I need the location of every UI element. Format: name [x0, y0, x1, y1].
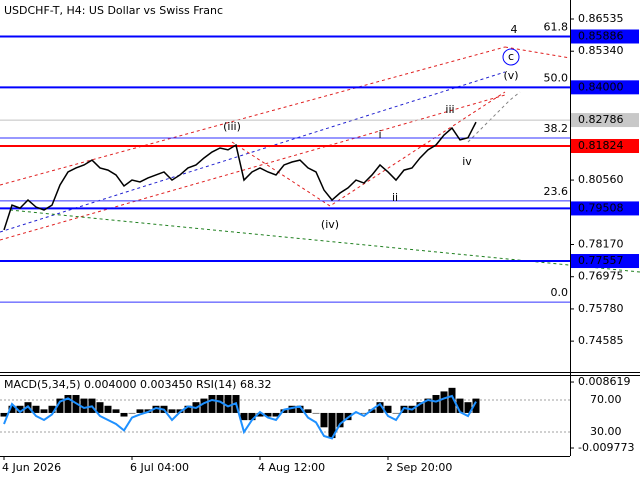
macd-bar: [40, 409, 48, 413]
macd-bar: [432, 395, 440, 413]
wave-path: [467, 91, 521, 143]
y2-tick-label: 30.00: [590, 425, 622, 438]
x-tick-label: 6 Jul 04:00: [130, 461, 189, 474]
level-label: 0.85886: [578, 29, 624, 42]
macd-bar: [328, 412, 336, 439]
macd-bar: [104, 405, 112, 413]
macd-bar: [56, 398, 64, 413]
fib-label: 38.2: [544, 122, 569, 135]
wave-label: iv: [462, 155, 472, 168]
y-tick-label: 0.008619: [578, 375, 631, 388]
y-tick-label: 0.74585: [578, 334, 624, 347]
level-label: 0.81824: [578, 139, 624, 152]
macd-bar: [112, 409, 120, 413]
macd-bar: [424, 398, 432, 413]
level-box: [571, 29, 639, 44]
y-tick-label: 0.85340: [578, 44, 624, 57]
y2-tick-label: 70.00: [590, 393, 622, 406]
macd-bar: [16, 405, 24, 413]
macd-bar: [184, 405, 192, 413]
macd-bar: [360, 412, 368, 414]
wave-label: (iv): [321, 218, 339, 231]
x-tick-label: 4 Aug 12:00: [258, 461, 325, 474]
macd-bar: [416, 402, 424, 413]
x-tick-label: 2 Sep 20:00: [386, 461, 452, 474]
wave-label: iii: [445, 103, 454, 116]
current-price-label: 0.82786: [578, 113, 624, 126]
fib-label: 61.8: [544, 20, 569, 33]
macd-bar: [320, 412, 328, 428]
level-box: [571, 80, 639, 95]
macd-bar: [200, 398, 208, 413]
macd-bar: [272, 412, 280, 417]
current-price-box: [571, 113, 639, 128]
indicator-title: MACD(5,34,5) 0.004000 0.003450 RSI(14) 6…: [4, 378, 271, 391]
fib-label: 0.0: [551, 286, 569, 299]
wave-label: c: [508, 50, 514, 63]
macd-bar: [136, 409, 144, 413]
macd-bar: [296, 405, 304, 413]
macd-bar: [312, 412, 320, 414]
x-tick-label: 4 Jun 2026: [2, 461, 61, 474]
macd-bar: [168, 409, 176, 413]
macd-bar: [448, 387, 456, 413]
wave-label: ii: [392, 191, 398, 204]
macd-bar: [472, 398, 480, 413]
wave-label: 4: [511, 23, 518, 36]
macd-bar: [264, 412, 272, 417]
macd-bar: [368, 409, 376, 413]
channel-line: [504, 46, 571, 59]
y-tick-label: 0.75780: [578, 302, 624, 315]
macd-bar: [8, 405, 16, 413]
level-box: [571, 254, 639, 269]
y-tick-label: 0.80560: [578, 173, 624, 186]
level-label: 0.84000: [578, 80, 624, 93]
level-label: 0.77557: [578, 254, 624, 267]
macd-bar: [208, 395, 216, 413]
trend-lines: [0, 46, 640, 273]
macd-bar: [120, 412, 128, 417]
level-label: 0.79508: [578, 201, 624, 214]
macd-bar: [216, 395, 224, 413]
macd-bar: [240, 412, 248, 421]
macd-bar: [376, 402, 384, 413]
macd-bar: [248, 412, 256, 421]
rsi-line: [3, 394, 477, 440]
macd-bar: [256, 412, 264, 417]
macd-bar: [152, 405, 160, 413]
y-tick-label: -0.009773: [578, 441, 634, 454]
level-box: [571, 138, 639, 153]
y-tick-label: 0.86535: [578, 12, 624, 25]
macd-bar: [392, 412, 400, 414]
macd-bar: [464, 402, 472, 413]
macd-bar: [456, 398, 464, 413]
price-line: [3, 121, 477, 231]
macd-bar: [288, 405, 296, 413]
wave-label: (iii): [223, 120, 241, 133]
macd-bar: [128, 412, 136, 414]
level-box: [571, 201, 639, 216]
macd-bar: [0, 412, 8, 417]
wave-label: (v): [503, 69, 518, 82]
channel-line: [0, 71, 506, 233]
wave-label: i: [378, 128, 381, 141]
macd-bar: [32, 405, 40, 413]
macd-bar: [48, 405, 56, 413]
macd-bar: [336, 412, 344, 428]
macd-bar: [224, 395, 232, 413]
macd-bar: [64, 395, 72, 413]
macd-bar: [304, 409, 312, 413]
fib-label: 23.6: [544, 185, 569, 198]
fib-label: 50.0: [544, 71, 569, 84]
macd-bar: [96, 402, 104, 413]
wave-circle: [502, 48, 520, 66]
y-tick-label: 0.78170: [578, 237, 624, 250]
macd-bar: [80, 398, 88, 413]
chart-title: USDCHF-T, H4: US Dollar vs Swiss Franc: [4, 4, 223, 17]
macd-bar: [384, 405, 392, 413]
y-tick-label: 0.76975: [578, 270, 624, 283]
macd-bar: [440, 391, 448, 413]
